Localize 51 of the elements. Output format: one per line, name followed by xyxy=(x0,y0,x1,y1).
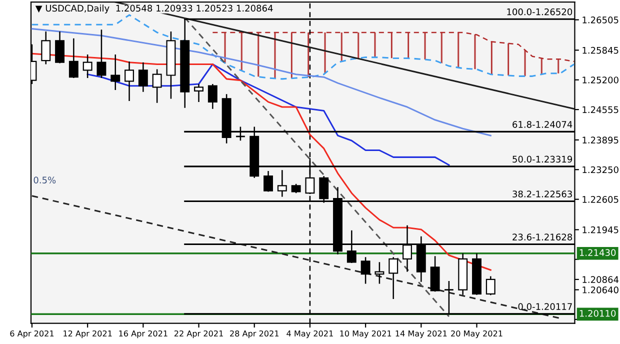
y-tick-label: 1.24555 xyxy=(582,106,618,114)
candlestick xyxy=(264,170,273,192)
annotation: 0.5% xyxy=(34,176,56,184)
candlestick xyxy=(96,29,106,79)
x-tick-label: 10 May 2021 xyxy=(340,330,392,338)
candlestick xyxy=(138,62,148,92)
y-tick-label: 1.23895 xyxy=(582,136,618,144)
series-label: 100.0-1.26520 xyxy=(507,8,572,16)
x-tick-label: 20 May 2021 xyxy=(451,330,502,338)
series-label: 50.0-1.23319 xyxy=(512,156,572,163)
series-label: 23.6-1.21628 xyxy=(512,234,572,240)
y-tick-label: 1.21945 xyxy=(582,226,618,234)
candlestick xyxy=(55,30,64,64)
y-tick-label: 1.23250 xyxy=(582,166,618,174)
y-tick-label: 1.22605 xyxy=(582,196,618,203)
line-series xyxy=(86,63,450,166)
candlestick xyxy=(374,262,384,284)
x-tick-label: 22 Apr 2021 xyxy=(174,330,223,338)
y-tick-label: 1.26505 xyxy=(582,16,618,24)
x-tick-label: 12 Apr 2021 xyxy=(64,330,112,338)
line-series xyxy=(31,52,492,271)
x-tick-label: 14 May 2021 xyxy=(396,330,447,338)
y-tick-label: 1.20864 xyxy=(582,276,619,284)
x-tick-label: 28 Apr 2021 xyxy=(230,330,279,338)
series-label: 38.2-1.22563 xyxy=(512,190,572,198)
y-tick-label: 1.25200 xyxy=(582,76,618,84)
candlestick xyxy=(277,169,287,198)
candlestick xyxy=(291,183,301,194)
candlestick xyxy=(388,256,398,300)
x-tick-label: 6 Apr 2021 xyxy=(10,330,54,338)
candlestick xyxy=(110,54,120,91)
series-label: 0.0-1.20117 xyxy=(518,303,572,310)
series-label: 61.8-1.24074 xyxy=(512,121,572,128)
y-tick-label: 1.20640 xyxy=(582,286,618,294)
candlestick xyxy=(82,54,92,79)
candlestick xyxy=(41,30,51,65)
candlestick xyxy=(486,276,496,296)
y-tick-label: 1.25845 xyxy=(582,46,618,54)
candlestick xyxy=(152,68,162,104)
candlestick xyxy=(208,83,218,110)
candlestick xyxy=(430,256,440,292)
chart-title: ▼ USDCAD,Daily 1.20548 1.20933 1.20523 1.20864 xyxy=(35,4,273,14)
ref-line-label: 1.21430 xyxy=(580,249,616,256)
candlestick xyxy=(360,256,370,284)
line-series xyxy=(31,28,492,136)
candlestick xyxy=(68,38,78,79)
x-tick-label: 4 May 2021 xyxy=(286,330,333,338)
candlestick xyxy=(124,60,134,102)
x-tick-label: 16 Apr 2021 xyxy=(119,330,168,338)
candlestick xyxy=(194,83,204,103)
ref-line-label: 1.20110 xyxy=(580,310,616,317)
